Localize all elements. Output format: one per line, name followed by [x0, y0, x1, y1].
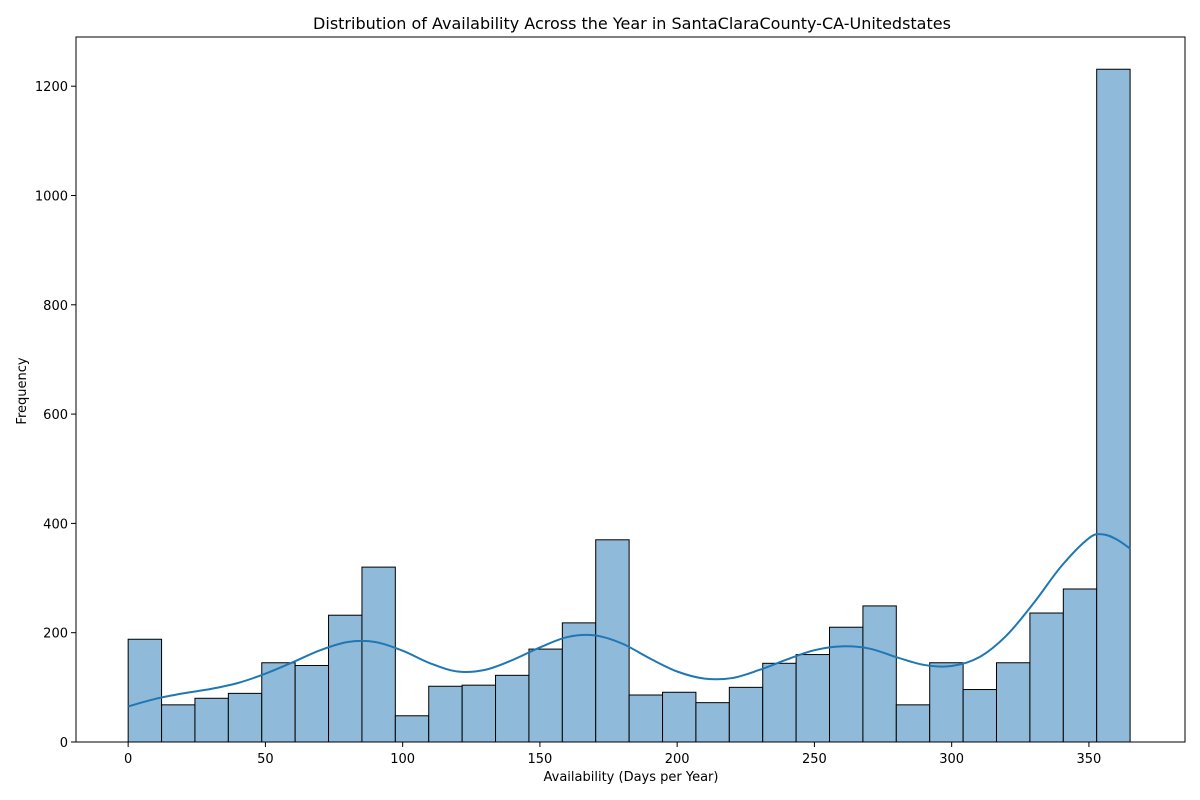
histogram-bar: [561, 622, 597, 743]
histogram-bar: [1062, 588, 1098, 743]
histogram-bar: [127, 638, 163, 743]
axes-frame: [75, 36, 1186, 743]
histogram-bar: [829, 626, 864, 743]
histogram-bar: [528, 648, 563, 743]
histogram-bar: [895, 704, 931, 743]
bars-group: [127, 68, 1131, 743]
histogram-bar: [762, 662, 797, 743]
histogram-bar: [962, 689, 997, 743]
histogram-bar: [929, 662, 964, 743]
histogram-bar: [795, 654, 831, 743]
histogram-bar: [695, 702, 730, 743]
x-tick-label: 150: [527, 752, 552, 767]
y-axis-ticks: 0 200 400 600 800 1000 1200: [35, 80, 76, 751]
histogram-bar: [394, 715, 430, 743]
x-tick-label: 350: [1077, 752, 1102, 767]
y-tick-label: 800: [43, 299, 68, 314]
histogram-bar: [194, 697, 229, 743]
histogram-bar: [361, 566, 396, 743]
chart-title: Distribution of Availability Across the …: [313, 14, 951, 33]
histogram-bar: [1096, 68, 1131, 743]
y-tick-label: 1000: [35, 189, 68, 204]
kde-line: [127, 533, 1131, 708]
histogram-bar: [1029, 612, 1064, 743]
x-tick-label: 300: [939, 752, 964, 767]
x-tick-label: 0: [124, 752, 132, 767]
histogram-bar: [227, 692, 263, 743]
y-tick-label: 200: [43, 627, 68, 642]
y-tick-label: 600: [43, 408, 68, 423]
histogram-bar: [428, 685, 463, 743]
histogram-bar: [728, 686, 764, 743]
y-tick-label: 0: [60, 736, 68, 751]
histogram-bar: [461, 684, 497, 743]
x-tick-label: 100: [390, 752, 415, 767]
histogram-bar: [161, 704, 196, 743]
y-axis-label: Frequency: [15, 357, 30, 424]
histogram-bar: [628, 694, 664, 743]
histogram-bar: [328, 614, 363, 743]
histogram-bar: [995, 662, 1031, 743]
x-tick-label: 250: [802, 752, 827, 767]
x-tick-label: 50: [257, 752, 274, 767]
histogram-bar: [261, 662, 296, 743]
histogram-bar: [294, 664, 330, 743]
histogram-bar: [862, 605, 897, 743]
histogram-bar: [495, 674, 530, 743]
x-axis-label: Availability (Days per Year): [544, 770, 719, 785]
x-tick-label: 200: [665, 752, 690, 767]
y-tick-label: 400: [43, 517, 68, 532]
histogram-bar: [662, 691, 697, 743]
y-tick-label: 1200: [35, 80, 68, 95]
x-axis-ticks: 0 50 100 150 200 250 300 350: [124, 742, 1101, 767]
